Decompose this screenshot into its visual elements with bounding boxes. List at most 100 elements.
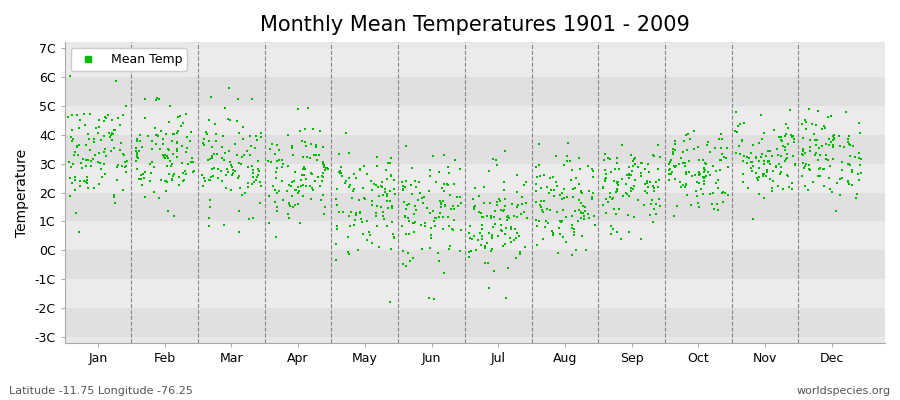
Point: [130, 138, 144, 145]
Point: [572, 197, 586, 203]
Point: [596, 202, 610, 208]
Point: [75, 165, 89, 171]
Point: [755, 150, 770, 157]
Point: [574, 210, 589, 216]
Point: [498, 196, 512, 202]
Point: [715, 136, 729, 142]
Point: [819, 141, 833, 148]
Point: [796, 134, 810, 141]
Point: [464, 248, 478, 254]
Point: [215, 177, 230, 184]
Point: [692, 157, 706, 163]
Point: [487, 268, 501, 274]
Point: [575, 189, 590, 196]
Point: [703, 172, 717, 178]
Point: [480, 240, 494, 246]
Point: [549, 179, 563, 185]
Point: [112, 121, 127, 128]
Point: [296, 164, 310, 171]
Point: [310, 157, 325, 164]
Point: [445, 226, 459, 232]
Point: [82, 136, 96, 142]
Point: [696, 157, 710, 163]
Point: [684, 202, 698, 209]
Point: [274, 178, 289, 184]
Point: [642, 168, 656, 175]
Point: [776, 142, 790, 149]
Point: [302, 182, 317, 189]
Point: [104, 116, 119, 123]
Point: [148, 124, 162, 131]
Point: [428, 218, 442, 224]
Point: [101, 112, 115, 118]
Point: [520, 215, 535, 221]
Point: [328, 196, 343, 202]
Point: [315, 170, 329, 176]
Point: [196, 183, 211, 190]
Point: [140, 133, 155, 139]
Point: [622, 171, 636, 177]
Point: [610, 160, 625, 166]
Point: [268, 169, 283, 175]
Point: [541, 220, 555, 226]
Point: [802, 162, 816, 168]
Point: [433, 199, 447, 206]
Point: [421, 295, 436, 301]
Point: [765, 153, 779, 159]
Point: [375, 184, 390, 190]
Point: [99, 115, 113, 122]
Point: [474, 222, 489, 228]
Point: [491, 202, 505, 208]
Point: [508, 226, 522, 232]
Point: [170, 114, 184, 120]
Point: [714, 156, 728, 163]
Point: [83, 111, 97, 118]
Point: [688, 172, 702, 178]
Point: [331, 209, 346, 215]
Point: [680, 147, 694, 153]
Point: [176, 143, 190, 150]
Point: [318, 166, 332, 173]
Point: [63, 175, 77, 181]
Point: [286, 152, 301, 158]
Point: [64, 112, 78, 118]
Point: [676, 138, 690, 144]
Point: [510, 188, 525, 195]
Point: [197, 142, 211, 149]
Point: [765, 184, 779, 191]
Point: [572, 207, 586, 214]
Point: [270, 207, 284, 214]
Point: [225, 172, 239, 179]
Point: [145, 137, 159, 144]
Point: [576, 203, 590, 210]
Point: [158, 131, 173, 138]
Point: [841, 139, 855, 145]
Point: [651, 184, 665, 190]
Point: [691, 171, 706, 177]
Point: [158, 178, 172, 184]
Point: [94, 136, 108, 143]
Point: [280, 188, 294, 195]
Point: [130, 155, 145, 161]
Point: [253, 200, 267, 206]
Point: [643, 179, 657, 185]
Point: [811, 173, 825, 180]
Point: [405, 165, 419, 172]
Point: [577, 213, 591, 219]
Point: [581, 163, 596, 169]
Point: [133, 132, 148, 139]
Point: [349, 212, 364, 218]
Point: [179, 148, 194, 155]
Point: [225, 170, 239, 176]
Point: [682, 158, 697, 164]
Point: [303, 170, 318, 176]
Point: [532, 161, 546, 168]
Point: [757, 171, 771, 178]
Point: [848, 154, 862, 160]
Point: [76, 111, 91, 118]
Point: [806, 179, 821, 185]
Point: [749, 170, 763, 176]
Point: [317, 162, 331, 168]
Point: [468, 246, 482, 253]
Point: [292, 220, 307, 226]
